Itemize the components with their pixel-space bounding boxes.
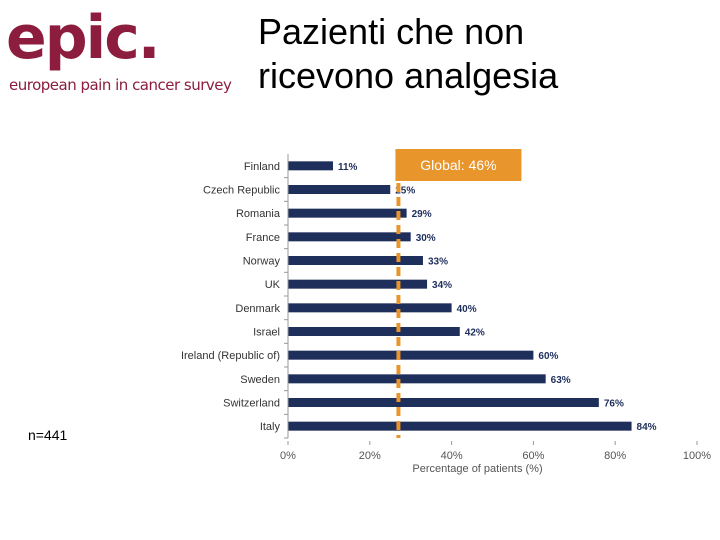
bar-1 xyxy=(288,185,391,194)
value-label: 34% xyxy=(432,280,452,291)
bar-4 xyxy=(288,256,423,265)
value-label: 33% xyxy=(428,257,448,268)
value-label: 11% xyxy=(338,162,358,173)
bar-0 xyxy=(288,161,333,171)
bar-3 xyxy=(288,232,411,242)
value-label: 29% xyxy=(412,209,432,220)
x-tick-label: 100% xyxy=(683,450,711,462)
logo-wordmark: epic. xyxy=(6,3,161,73)
category-label: Switzerland xyxy=(223,398,280,410)
category-label: Sweden xyxy=(240,374,280,386)
category-label: Finland xyxy=(244,161,280,173)
category-label: UK xyxy=(265,279,281,291)
category-label: Israel xyxy=(253,327,280,339)
value-label: 30% xyxy=(416,233,436,244)
category-label: France xyxy=(246,232,280,244)
x-tick-label: 40% xyxy=(441,450,463,462)
bar-9 xyxy=(288,374,546,384)
x-tick-label: 20% xyxy=(359,450,381,462)
global-label: Global: 46% xyxy=(420,157,496,173)
value-label: 60% xyxy=(538,351,558,362)
epic-logo: epic. european pain in cancer survey xyxy=(6,3,232,96)
value-label: 84% xyxy=(637,422,657,433)
slide-title: Pazienti che non ricevono analgesia xyxy=(258,11,559,96)
x-tick-label: 60% xyxy=(522,450,544,462)
value-label: 40% xyxy=(457,304,477,315)
category-label: Czech Republic xyxy=(203,185,281,197)
value-label: 76% xyxy=(604,399,624,410)
category-label: Norway xyxy=(243,256,281,268)
category-label: Romania xyxy=(236,208,281,220)
x-tick-label: 80% xyxy=(604,450,626,462)
value-label: 25% xyxy=(395,186,415,197)
global-label-box xyxy=(395,149,522,181)
logo-tagline: european pain in cancer survey xyxy=(9,76,232,94)
category-label: Denmark xyxy=(235,303,280,315)
bar-5 xyxy=(288,279,428,289)
sample-size-note: n=441 xyxy=(28,427,68,443)
bar-11 xyxy=(288,421,632,431)
bar-7 xyxy=(288,327,460,336)
x-tick-label: 0% xyxy=(280,450,296,462)
bar-8 xyxy=(288,350,534,360)
category-label: Ireland (Republic of) xyxy=(181,350,280,362)
category-label: Italy xyxy=(260,421,281,433)
bar-6 xyxy=(288,303,452,313)
bar-2 xyxy=(288,208,407,218)
value-label: 63% xyxy=(551,375,571,386)
x-axis-title: Percentage of patients (%) xyxy=(412,463,542,475)
value-label: 42% xyxy=(465,328,485,339)
bar-10 xyxy=(288,398,599,407)
